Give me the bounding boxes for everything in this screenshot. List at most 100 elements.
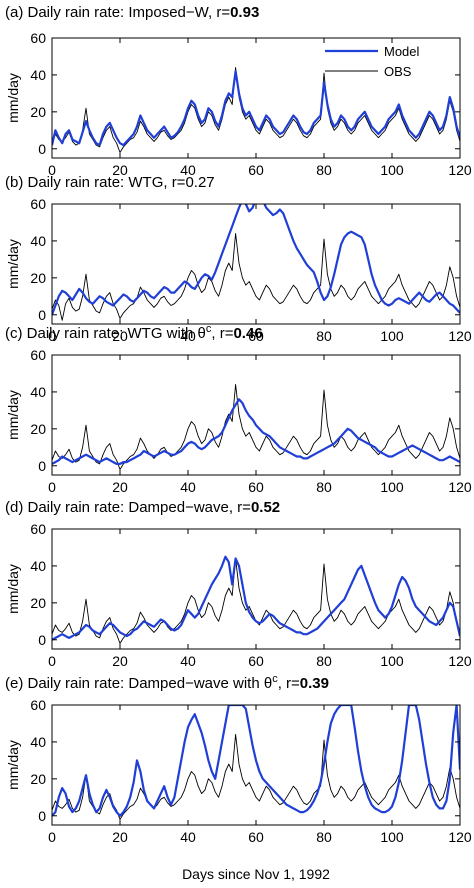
panel-title: (b) Daily rain rate: WTG, r=0.27: [5, 174, 215, 191]
x-tick-label: 0: [48, 479, 56, 495]
y-tick-label: 0: [38, 307, 46, 323]
correlation-value: 0.52: [251, 499, 280, 516]
y-tick-label: 60: [30, 697, 46, 713]
panel-title-text: (d) Daily rain rate: Damped−wave, r=: [5, 499, 251, 516]
x-tick-label: 100: [380, 653, 404, 669]
y-tick-label: 60: [30, 521, 46, 537]
obs-series-line: [52, 734, 460, 820]
x-tick-label: 80: [316, 479, 332, 495]
panel-title-text: (a) Daily rain rate: Imposed−W, r=: [5, 4, 230, 21]
y-tick-label: 40: [30, 67, 46, 83]
y-tick-label: 40: [30, 734, 46, 750]
legend-obs-label: OBS: [384, 64, 412, 79]
obs-series-line: [52, 558, 460, 644]
panel-title: (d) Daily rain rate: Damped−wave, r=0.52: [5, 499, 280, 516]
correlation-value: 0.39: [300, 675, 329, 692]
x-tick-label: 40: [180, 162, 196, 178]
panel-title-suffix: , r=: [211, 325, 233, 342]
x-tick-label: 40: [180, 328, 196, 344]
y-tick-label: 20: [30, 771, 46, 787]
x-tick-label: 20: [112, 328, 128, 344]
x-tick-label: 0: [48, 328, 56, 344]
y-axis-label: mm/day: [5, 740, 21, 790]
x-tick-label: 20: [112, 162, 128, 178]
x-tick-label: 100: [380, 829, 404, 845]
y-axis-label: mm/day: [5, 564, 21, 614]
panel-a: (a) Daily rain rate: Imposed−W, r=0.93 0 2…: [5, 4, 472, 178]
y-axis-label: mm/day: [5, 73, 21, 123]
panel-title-suffix: , r=: [278, 675, 300, 692]
x-axis-label: Days since Nov 1, 1992: [182, 866, 330, 882]
model-series-line: [52, 555, 460, 641]
x-tick-label: 120: [448, 653, 472, 669]
x-tick-label: 60: [248, 162, 264, 178]
x-tick-label: 80: [316, 162, 332, 178]
y-tick-label: 0: [38, 808, 46, 824]
panel-title-text: (e) Daily rain rate: Damped−wave with θ: [5, 675, 272, 692]
x-tick-label: 120: [448, 328, 472, 344]
y-tick-label: 40: [30, 384, 46, 400]
obs-series-line: [52, 67, 460, 153]
x-tick-label: 100: [380, 479, 404, 495]
y-axis-label: mm/day: [5, 239, 21, 289]
x-tick-label: 0: [48, 829, 56, 845]
y-tick-label: 20: [30, 270, 46, 286]
y-tick-label: 0: [38, 141, 46, 157]
y-axis-label: mm/day: [5, 390, 21, 440]
obs-series-line: [52, 233, 460, 321]
x-tick-label: 0: [48, 653, 56, 669]
x-tick-label: 0: [48, 162, 56, 178]
x-tick-label: 20: [112, 479, 128, 495]
x-tick-label: 100: [380, 162, 404, 178]
panel-e: (e) Daily rain rate: Damped−wave with θc…: [5, 673, 472, 845]
y-tick-label: 40: [30, 558, 46, 574]
y-tick-label: 0: [38, 632, 46, 648]
model-series-line: [52, 705, 460, 817]
y-tick-label: 20: [30, 104, 46, 120]
x-tick-label: 20: [112, 653, 128, 669]
y-tick-label: 60: [30, 30, 46, 46]
x-tick-label: 120: [448, 479, 472, 495]
panel-b: (b) Daily rain rate: WTG, r=0.27 0 20 40 60 8…: [5, 174, 472, 344]
model-series-line: [52, 70, 460, 147]
model-series-line: [52, 398, 460, 465]
obs-series-line: [52, 384, 460, 470]
x-tick-label: 120: [448, 162, 472, 178]
x-tick-label: 20: [112, 829, 128, 845]
panel-title-text: (b) Daily rain rate: WTG, r=0.27: [5, 174, 215, 191]
model-series-line: [52, 204, 460, 316]
x-tick-label: 60: [248, 328, 264, 344]
legend: Model OBS: [325, 44, 420, 79]
panel-title-superscript: c: [272, 673, 278, 685]
panel-title-superscript: c: [206, 323, 212, 335]
x-tick-label: 80: [316, 328, 332, 344]
panel-title: (e) Daily rain rate: Damped−wave with θc…: [5, 673, 329, 692]
legend-model-label: Model: [384, 44, 420, 59]
x-tick-label: 40: [180, 829, 196, 845]
x-tick-label: 60: [248, 829, 264, 845]
panel-d: (d) Daily rain rate: Damped−wave, r=0.52…: [5, 499, 472, 669]
x-tick-label: 40: [180, 653, 196, 669]
x-tick-label: 80: [316, 653, 332, 669]
x-tick-label: 60: [248, 653, 264, 669]
y-tick-label: 20: [30, 421, 46, 437]
x-tick-label: 40: [180, 479, 196, 495]
plot-frame: [51, 354, 461, 476]
panel-title: (a) Daily rain rate: Imposed−W, r=0.93: [5, 4, 259, 21]
panel-title-text: (c) Daily rain rate: WTG with θ: [5, 325, 206, 342]
x-tick-label: 120: [448, 829, 472, 845]
panel-title: (c) Daily rain rate: WTG with θc, r=0.46: [5, 323, 263, 342]
correlation-value: 0.46: [233, 325, 262, 342]
y-tick-label: 60: [30, 196, 46, 212]
y-tick-label: 60: [30, 347, 46, 363]
y-tick-label: 20: [30, 595, 46, 611]
x-tick-label: 60: [248, 479, 264, 495]
y-tick-label: 0: [38, 458, 46, 474]
y-tick-label: 40: [30, 233, 46, 249]
x-tick-label: 100: [380, 328, 404, 344]
panel-c: (c) Daily rain rate: WTG with θc, r=0.46…: [5, 323, 472, 495]
plot-frame: [51, 528, 461, 650]
x-tick-label: 80: [316, 829, 332, 845]
correlation-value: 0.93: [230, 4, 259, 21]
